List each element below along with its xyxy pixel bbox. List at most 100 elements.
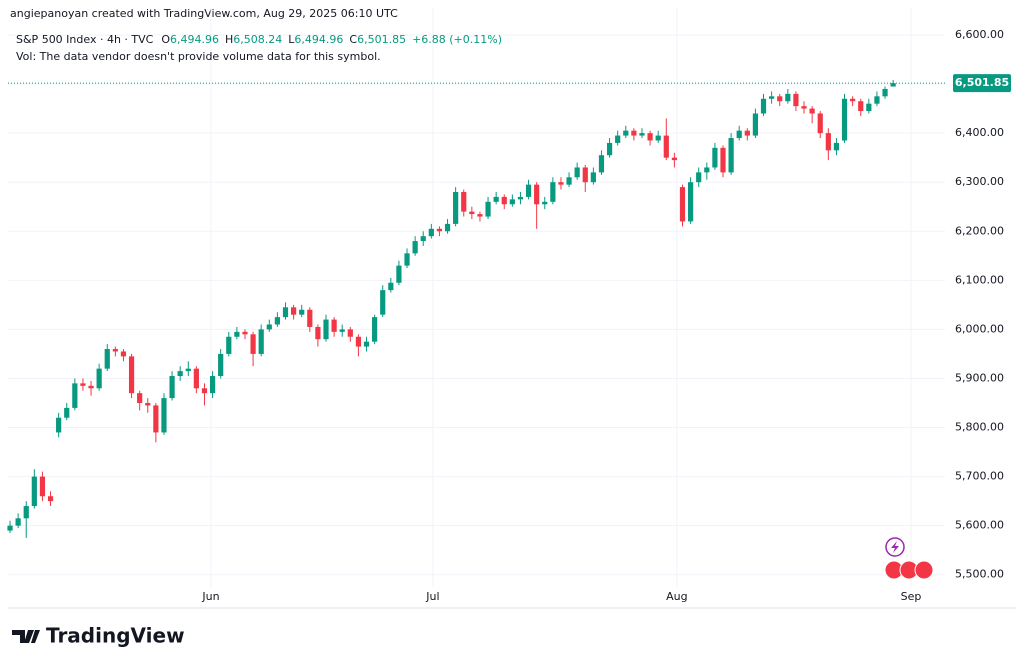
y-tick-label: 6,400.00 xyxy=(955,126,1004,139)
plot-area: 5,500.00 5,600.00 5,700.00 5,800.00 5,900.00… xyxy=(7,8,1011,603)
candle-body xyxy=(315,326,321,340)
candle-body xyxy=(598,155,605,173)
candle-body xyxy=(542,201,548,205)
candle-body xyxy=(769,96,775,99)
candle-body xyxy=(404,253,410,266)
candle-body xyxy=(606,142,613,156)
candle-body xyxy=(720,147,726,173)
brand-name: TradingView xyxy=(46,624,185,648)
candle-body xyxy=(145,402,151,406)
ohlc-label: O xyxy=(161,33,170,46)
ohlc-value: 6,508.24 xyxy=(233,33,282,46)
candle-body xyxy=(663,135,669,158)
candle-body xyxy=(550,182,556,202)
flag-icon[interactable] xyxy=(914,560,934,580)
candle-body xyxy=(185,368,191,372)
y-tick-label: 5,500.00 xyxy=(955,568,1004,581)
candle-body xyxy=(64,407,70,418)
candle-body xyxy=(420,236,426,242)
candle-body xyxy=(380,290,386,315)
candle-body xyxy=(137,393,143,403)
candle-body xyxy=(582,167,588,183)
caption: angiepanoyan created with TradingView.co… xyxy=(10,7,398,20)
candle-body xyxy=(323,319,329,340)
candle-body xyxy=(242,331,248,335)
ohlc-label: H xyxy=(225,33,233,46)
candle-body xyxy=(177,371,183,377)
candle-body xyxy=(793,93,799,107)
candle-body xyxy=(801,106,807,109)
candle-body xyxy=(363,341,370,347)
candle-body xyxy=(833,142,840,151)
candle-body xyxy=(169,376,175,399)
candle-body xyxy=(517,196,524,200)
candle-body xyxy=(444,223,451,232)
candle-body xyxy=(477,214,483,217)
ohlc-value: 6,494.96 xyxy=(294,33,343,46)
y-tick-label: 6,600.00 xyxy=(955,28,1004,41)
last-price-tag xyxy=(953,74,1011,93)
candle-body xyxy=(785,93,791,102)
candle-body xyxy=(15,518,21,526)
candle-body xyxy=(736,130,742,139)
symbol: S&P 500 Index · 4h · TVC xyxy=(16,33,154,46)
candle-body xyxy=(858,101,864,112)
candle-body xyxy=(23,506,29,519)
ohlc-label: C xyxy=(349,33,357,46)
candle-body xyxy=(850,98,856,102)
brand: TradingView xyxy=(12,624,185,648)
candle-body xyxy=(266,324,272,330)
y-tick-label: 6,300.00 xyxy=(955,175,1004,188)
ohlc-value: 6,494.96 xyxy=(170,33,219,46)
candle-body xyxy=(566,177,572,185)
candle-body xyxy=(161,398,167,433)
candle-body xyxy=(120,351,127,357)
candle-body xyxy=(209,376,216,394)
candle-body xyxy=(388,282,394,291)
candle-body xyxy=(436,228,443,232)
candle-body xyxy=(679,187,686,222)
legend-line: S&P 500 Index · 4h · TVC O6,494.96 H6,508.… xyxy=(16,33,502,46)
y-tick-label: 5,800.00 xyxy=(955,421,1004,434)
candle-body xyxy=(493,196,499,202)
y-tick-label: 6,000.00 xyxy=(955,322,1004,335)
candle-body xyxy=(615,135,621,143)
candle-body xyxy=(96,368,102,389)
candle-body xyxy=(282,307,289,318)
candle-body xyxy=(412,241,418,254)
candle-body xyxy=(744,130,750,136)
candle-body xyxy=(631,130,637,136)
candle-body xyxy=(687,182,694,222)
candle-body xyxy=(250,334,256,354)
candle-body xyxy=(882,88,888,97)
candle-body xyxy=(525,184,532,197)
candle-body xyxy=(226,336,232,354)
candle-body xyxy=(307,309,313,327)
candle-body xyxy=(396,265,402,283)
candle-body xyxy=(696,172,702,183)
candle-body xyxy=(501,196,507,205)
y-tick-label: 5,600.00 xyxy=(955,519,1004,532)
candle-body xyxy=(56,417,62,433)
candle-body xyxy=(88,385,94,389)
candle-body xyxy=(485,201,491,217)
candle-body xyxy=(104,349,110,369)
candle-body xyxy=(193,368,199,389)
candle-body xyxy=(728,138,734,173)
x-tick-label: Jun xyxy=(201,590,219,603)
candle-body xyxy=(153,405,159,433)
candle-body xyxy=(274,317,280,325)
y-tick-label: 5,900.00 xyxy=(955,371,1004,384)
candle-body xyxy=(841,98,848,141)
candle-body xyxy=(218,353,224,377)
candle-body xyxy=(339,329,345,332)
candle-body xyxy=(290,307,297,315)
candle-body xyxy=(655,135,661,141)
candle-body xyxy=(461,192,467,212)
candle-body xyxy=(874,96,880,104)
candle-body xyxy=(623,130,629,136)
candle-body xyxy=(509,199,515,205)
